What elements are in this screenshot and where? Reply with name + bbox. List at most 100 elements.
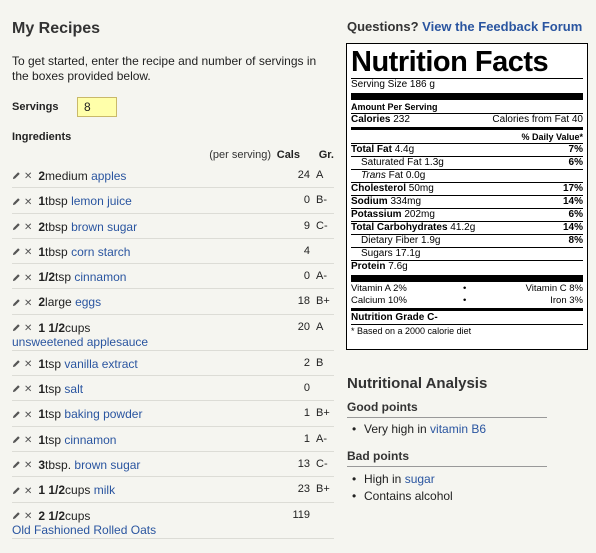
delete-icon[interactable]: ✕: [24, 323, 33, 335]
ingredient-unit: cups: [65, 483, 91, 498]
pencil-icon[interactable]: [12, 171, 21, 180]
delete-icon[interactable]: ✕: [24, 435, 33, 446]
ingredient-qty: 1 1/2: [38, 483, 66, 498]
sugars-row: Sugars 17.1g: [361, 248, 421, 259]
vitamin-b6-link[interactable]: vitamin B6: [430, 422, 487, 436]
delete-icon[interactable]: ✕: [24, 384, 33, 396]
ingredient-line: ✕ 1tsp cinnamon: [12, 433, 116, 447]
potassium-row: Potassium 202mg 6%: [351, 209, 583, 221]
ingredient-qty: 1: [38, 244, 46, 259]
pencil-icon[interactable]: [12, 247, 21, 256]
sodium-pct: 14%: [562, 196, 583, 207]
ingredient-row: ✕ 1tbsp lemon juice 0 B-: [12, 188, 334, 214]
ingredient-calories: 20: [297, 320, 310, 333]
ingredient-qty: 3: [38, 457, 46, 472]
ingredient-link[interactable]: corn starch: [71, 244, 131, 259]
protein-row: Protein 7.6g: [351, 261, 583, 273]
ingredient-line: ✕ 1tbsp corn starch: [12, 245, 130, 259]
ingredient-qty: 1: [38, 194, 46, 209]
bad-points-list: • High in sugar • Contains alcohol: [352, 471, 453, 505]
ingredient-row: ✕ 1tsp cinnamon 1 A-: [12, 427, 334, 452]
pencil-icon[interactable]: [12, 486, 21, 495]
ingredient-unit: tsp: [45, 382, 62, 397]
pencil-icon[interactable]: [12, 511, 21, 520]
ingredient-link[interactable]: vanilla extract: [64, 356, 138, 371]
trans-fat-value: Fat 0.0g: [385, 170, 426, 181]
ingredient-line: ✕ 1tsp salt: [12, 382, 83, 396]
vitamins-row-1: Vitamin A 2% • Vitamin C 8%: [351, 283, 583, 295]
ingredient-calories: 18: [297, 295, 310, 308]
ingredient-calories: 0: [303, 194, 310, 207]
ingredient-link[interactable]: salt: [64, 382, 84, 397]
ingredient-row: ✕ 1tsp salt 0: [12, 376, 334, 402]
ingredient-link[interactable]: apples: [91, 169, 127, 183]
pencil-icon[interactable]: [12, 323, 21, 332]
sugar-link[interactable]: sugar: [404, 472, 435, 486]
pencil-icon[interactable]: [12, 460, 21, 469]
dietary-fiber-pct: 8%: [568, 235, 583, 246]
delete-icon[interactable]: ✕: [24, 297, 33, 309]
cholesterol-row: Cholesterol 50mg 17%: [351, 183, 583, 195]
delete-icon[interactable]: ✕: [24, 485, 33, 497]
ingredient-link[interactable]: brown sugar: [74, 457, 141, 472]
ingredient-link[interactable]: brown sugar: [71, 219, 138, 234]
ingredient-line: ✕ 3tbsp. brown sugar: [12, 458, 140, 472]
vitamin-c: Vitamin C 8%: [525, 283, 583, 294]
pencil-icon[interactable]: [12, 273, 21, 282]
delete-icon[interactable]: ✕: [24, 221, 33, 233]
footnote: * Based on a 2000 calorie diet: [351, 326, 472, 336]
total-fat-label: Total Fat: [351, 144, 392, 155]
ingredient-unit: cups: [65, 320, 91, 335]
delete-icon[interactable]: ✕: [24, 272, 33, 284]
nutrition-grade: Nutrition Grade C-: [351, 312, 438, 323]
ingredient-link[interactable]: milk: [93, 483, 116, 498]
pencil-icon[interactable]: [12, 410, 21, 419]
delete-icon[interactable]: ✕: [24, 409, 33, 421]
ingredient-link[interactable]: cinnamon: [64, 432, 117, 447]
pencil-icon[interactable]: [12, 197, 21, 206]
servings-input[interactable]: [77, 97, 117, 117]
calories-label: Calories: [351, 114, 391, 125]
ingredient-row: ✕ 3tbsp. brown sugar 13 C-: [12, 452, 334, 478]
total-fat-row: Total Fat 4.4g 7%: [351, 144, 583, 156]
ingredient-qty: 1: [38, 432, 46, 447]
ingredient-grade: B+: [316, 483, 330, 496]
ingredient-calories: 2: [303, 356, 310, 369]
saturated-fat-label: Saturated Fat: [361, 157, 422, 168]
pencil-icon[interactable]: [12, 359, 21, 368]
ingredient-link[interactable]: cinnamon: [74, 270, 127, 285]
ingredient-grade: A-: [316, 432, 327, 445]
ingredient-unit: tbsp.: [45, 457, 72, 472]
delete-icon[interactable]: ✕: [24, 247, 33, 259]
delete-icon[interactable]: ✕: [24, 460, 33, 472]
ingredient-calories: 23: [297, 483, 310, 496]
pencil-icon[interactable]: [12, 435, 21, 444]
saturated-fat-value: 1.3g: [424, 157, 444, 168]
pencil-icon[interactable]: [12, 222, 21, 231]
ingredient-link[interactable]: lemon juice: [71, 194, 132, 209]
pencil-icon[interactable]: [12, 384, 21, 393]
delete-icon[interactable]: ✕: [24, 171, 33, 183]
calories-value: 232: [393, 114, 410, 125]
ingredient-link[interactable]: eggs: [75, 295, 102, 310]
ingredient-row: ✕ 2 1/2cups Old Fashioned Rolled Oats 119: [12, 503, 334, 539]
calcium: Calcium 10%: [351, 295, 407, 306]
ingredient-link[interactable]: Old Fashioned Rolled Oats: [12, 522, 157, 537]
potassium-value: 202mg: [404, 209, 435, 220]
ingredient-link[interactable]: baking powder: [64, 407, 143, 422]
pencil-icon[interactable]: [12, 298, 21, 307]
feedback-forum-link[interactable]: View the Feedback Forum: [422, 19, 583, 34]
ingredient-unit: tsp: [45, 356, 62, 371]
ingredient-unit: tbsp: [45, 244, 68, 259]
ingredient-calories: 0: [303, 382, 310, 395]
nutrition-facts-label: Nutrition Facts Serving Size 186 g Amoun…: [346, 43, 588, 350]
delete-icon[interactable]: ✕: [24, 196, 33, 208]
sodium-value: 334mg: [390, 196, 422, 207]
ingredient-unit: tsp: [45, 432, 62, 447]
ingredient-unit: tbsp: [45, 219, 68, 234]
ingredient-link[interactable]: unsweetened applesauce: [12, 334, 149, 349]
ingredient-line: ✕ 2tbsp brown sugar: [12, 220, 137, 234]
delete-icon[interactable]: ✕: [24, 510, 33, 522]
calories-from-fat: Calories from Fat 40: [492, 114, 583, 125]
delete-icon[interactable]: ✕: [24, 359, 33, 371]
